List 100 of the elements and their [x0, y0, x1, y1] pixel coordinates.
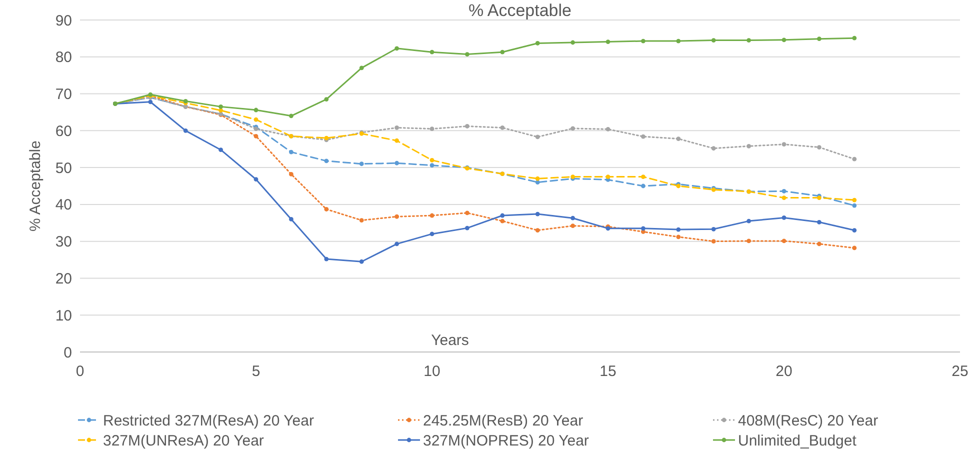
x-tick-label: 5	[252, 363, 260, 380]
y-tick-label: 90	[55, 12, 72, 30]
point	[641, 184, 646, 188]
point	[535, 180, 540, 185]
point	[254, 117, 258, 122]
point	[570, 216, 575, 220]
point	[852, 203, 857, 208]
y-tick-label: 0	[64, 344, 72, 362]
legend-label: Restricted 327M(ResA) 20 Year	[103, 412, 314, 430]
point	[254, 134, 258, 138]
point	[746, 144, 751, 148]
point	[218, 148, 223, 152]
point	[535, 212, 540, 216]
point	[570, 40, 575, 45]
point	[394, 242, 399, 246]
point	[676, 38, 681, 44]
point	[430, 213, 434, 218]
y-axis-title: % Acceptable	[27, 140, 44, 232]
point	[535, 41, 540, 46]
x-tick-label: 15	[600, 363, 616, 380]
y-tick-label: 70	[55, 86, 72, 104]
point	[711, 226, 716, 232]
point	[465, 52, 470, 57]
point	[535, 228, 540, 232]
point	[606, 40, 610, 44]
point	[324, 256, 329, 262]
point	[606, 174, 610, 179]
point	[817, 220, 822, 224]
point	[324, 158, 329, 164]
point	[289, 217, 294, 222]
point	[254, 108, 258, 112]
point	[782, 38, 786, 42]
point	[465, 124, 470, 128]
y-tick-label: 20	[55, 270, 72, 288]
point	[394, 214, 399, 219]
point	[289, 172, 294, 176]
legend-label: 327M(NOPRES) 20 Year	[423, 432, 589, 450]
point	[254, 177, 258, 182]
point	[359, 218, 364, 223]
point	[148, 100, 153, 104]
point	[500, 126, 505, 130]
point	[641, 38, 646, 44]
point	[289, 114, 294, 118]
y-tick-label: 30	[55, 234, 72, 251]
point	[711, 239, 716, 244]
point	[183, 128, 188, 133]
point	[570, 126, 575, 131]
point	[289, 150, 294, 154]
point	[359, 66, 364, 70]
x-tick-label: 20	[776, 363, 792, 380]
y-tick-label: 10	[55, 307, 72, 324]
point	[676, 234, 681, 240]
x-tick-label: 0	[76, 363, 84, 380]
point	[641, 226, 646, 231]
legend-label: 245.25M(ResB) 20 Year	[423, 412, 584, 430]
x-tick-label: 10	[424, 363, 440, 380]
point	[817, 36, 822, 42]
point	[852, 246, 857, 250]
point	[218, 104, 223, 109]
point	[394, 126, 399, 130]
point	[324, 207, 329, 212]
point	[746, 38, 751, 42]
point	[430, 163, 434, 168]
point	[570, 224, 575, 228]
point	[430, 232, 434, 236]
point	[817, 145, 822, 150]
point	[711, 146, 716, 151]
y-tick-label: 80	[55, 49, 72, 66]
point	[465, 226, 470, 230]
point	[641, 174, 646, 179]
y-tick-label: 50	[55, 160, 72, 177]
legend-label: 327M(UNResA) 20 Year	[103, 432, 264, 450]
point	[746, 218, 751, 224]
chart-title: % Acceptable	[468, 1, 572, 20]
point	[676, 136, 681, 141]
y-tick-label: 40	[55, 196, 72, 214]
point	[359, 259, 364, 264]
x-tick-label: 25	[952, 363, 968, 380]
point	[817, 242, 822, 246]
point	[746, 238, 751, 244]
point	[852, 36, 857, 40]
point	[852, 198, 857, 202]
legend-label: Unlimited_Budget	[738, 432, 858, 450]
point	[676, 227, 681, 232]
point	[852, 156, 857, 162]
point	[218, 108, 223, 113]
point	[465, 210, 470, 216]
y-tick-label: 60	[55, 122, 72, 140]
legend-label: 408M(ResC) 20 Year	[738, 412, 878, 430]
point	[782, 216, 786, 220]
point	[782, 196, 786, 200]
point	[535, 176, 540, 181]
point	[852, 228, 857, 232]
point	[394, 46, 399, 51]
point	[394, 160, 399, 166]
point	[500, 213, 505, 218]
point	[782, 188, 786, 194]
point	[430, 126, 434, 132]
x-axis-title: Years	[431, 332, 469, 349]
point	[606, 126, 610, 132]
